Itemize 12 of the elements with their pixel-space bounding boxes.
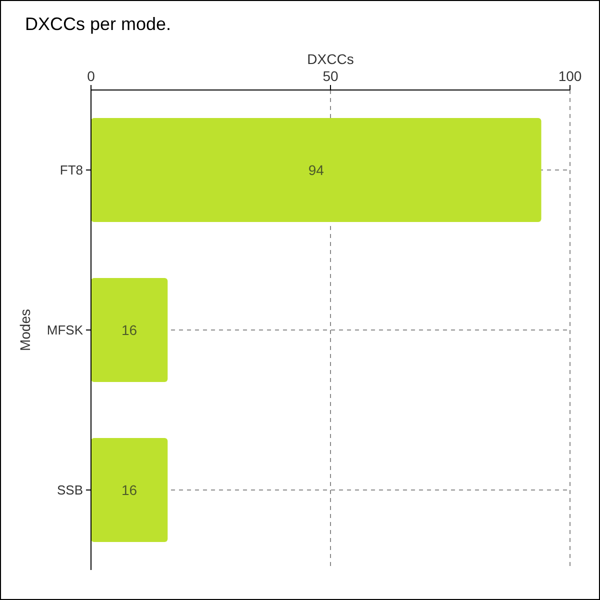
x-axis-title: DXCCs: [307, 51, 354, 67]
chart-title: DXCCs per mode.: [25, 14, 172, 34]
data-label: 16: [122, 322, 138, 338]
y-tick-label: FT8: [60, 162, 83, 178]
x-tick-label: 0: [87, 68, 96, 84]
x-tick-label: 100: [558, 68, 582, 84]
x-tick-label: 50: [322, 68, 338, 84]
data-label: 94: [308, 162, 324, 178]
y-tick-label: SSB: [56, 482, 83, 498]
y-tick-label: MFSK: [46, 322, 84, 338]
data-label: 16: [122, 482, 138, 498]
y-axis-title: Modes: [17, 308, 33, 352]
